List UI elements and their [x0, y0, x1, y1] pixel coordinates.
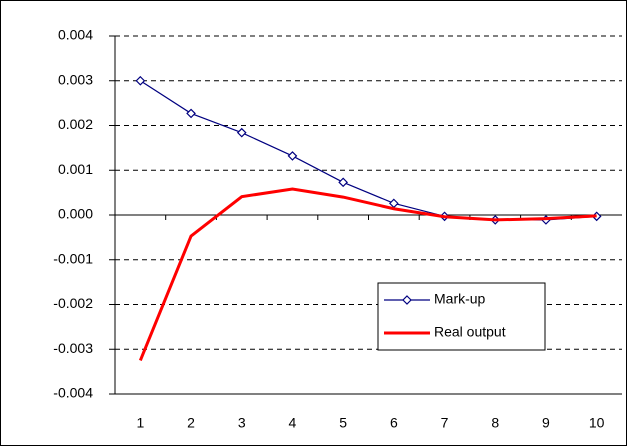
- marker: [135, 75, 146, 86]
- y-tick-label: -0.003: [53, 340, 93, 356]
- x-tick-label: 1: [136, 415, 144, 431]
- x-tick-label: 7: [441, 415, 449, 431]
- x-tick-label: 9: [542, 415, 550, 431]
- marker: [236, 127, 247, 138]
- y-tick-label: 0.003: [58, 71, 93, 87]
- x-tick-label: 3: [238, 415, 246, 431]
- x-tick-label: 6: [390, 415, 398, 431]
- x-tick-label: 2: [187, 415, 195, 431]
- y-tick-label: -0.001: [53, 250, 93, 266]
- legend-marker: [402, 295, 412, 305]
- y-tick-label: -0.002: [53, 295, 93, 311]
- y-tick-label: 0.002: [58, 116, 93, 132]
- legend-box: [377, 282, 546, 351]
- y-tick-label: 0.000: [58, 206, 93, 222]
- series-line: [138, 187, 597, 362]
- marker: [287, 151, 298, 161]
- x-tick-label: 8: [491, 415, 499, 431]
- x-tick-label: 10: [589, 415, 605, 431]
- y-tick-label: 0.001: [58, 161, 93, 177]
- marker: [186, 108, 196, 119]
- marker: [338, 177, 348, 188]
- x-tick-label: 5: [339, 415, 347, 431]
- y-tick-label: -0.004: [53, 385, 93, 401]
- x-tick-label: 4: [289, 415, 297, 431]
- legend-label: Real output: [434, 324, 506, 340]
- legend-label: Mark-up: [434, 291, 486, 307]
- y-tick-label: 0.004: [58, 27, 93, 43]
